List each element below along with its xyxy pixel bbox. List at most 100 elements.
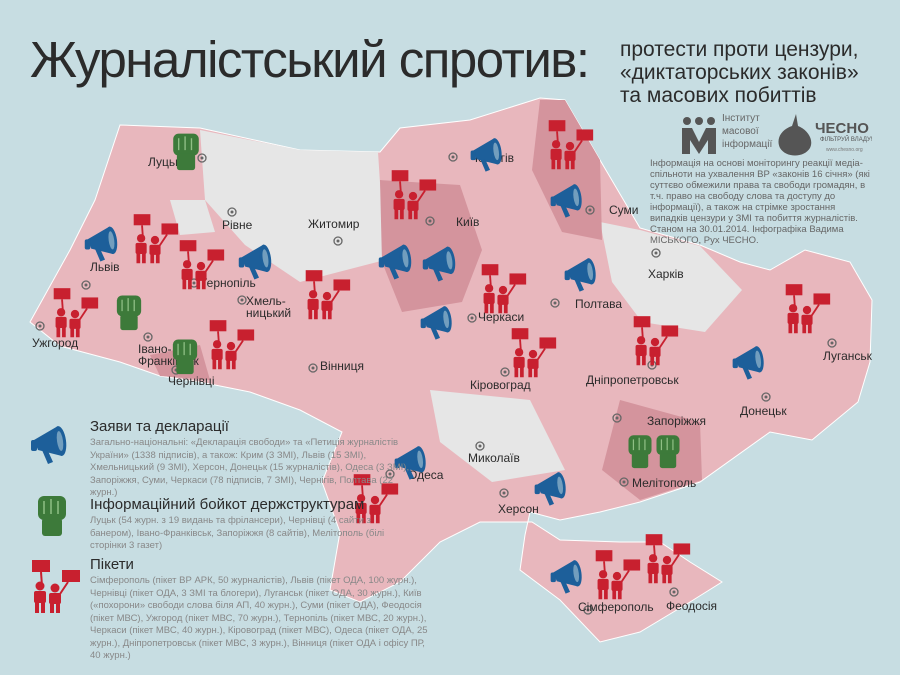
- city-dot-icon: [425, 216, 435, 226]
- city-label: Луганськ: [823, 349, 873, 363]
- chesno-url: www.chesno.org: [826, 147, 863, 153]
- city-dot-center: [553, 301, 557, 305]
- legend-title: Заяви та декларації: [90, 418, 229, 435]
- city-dot-icon: [237, 295, 247, 305]
- city-label: Луцьк: [148, 155, 181, 169]
- city-dot-center: [502, 491, 506, 495]
- city-label: Дніпропетровськ: [586, 373, 679, 387]
- legend-boycott: Інформаційний бойкот держструктурам Луць…: [90, 496, 410, 553]
- city-dot-icon: [669, 587, 679, 597]
- imi-line: інформації: [722, 139, 773, 150]
- fist-icon: [628, 435, 651, 468]
- city-label: Суми: [609, 203, 638, 217]
- city-marker: Одеса: [385, 468, 444, 482]
- city-label: Вінниця: [320, 359, 364, 373]
- fist-icon: [173, 339, 197, 374]
- city-dot-icon: [550, 298, 560, 308]
- city-dot-center: [764, 395, 768, 399]
- subtitle-line: «диктаторських законів»: [620, 61, 859, 84]
- city-marker: Мелітополь: [619, 476, 696, 490]
- city-marker: Сімферополь: [578, 600, 654, 615]
- city-label: Мелітополь: [632, 476, 696, 490]
- city-dot-icon: [81, 280, 91, 290]
- city-dot-icon: [143, 332, 153, 342]
- city-label: Харків: [648, 267, 684, 281]
- city-dot-center: [336, 239, 340, 243]
- city-dot-center: [586, 608, 590, 612]
- city-dot-icon: [333, 236, 343, 246]
- subtitle-line: та масових побиттів: [620, 84, 817, 107]
- city-dot-center: [503, 370, 507, 374]
- chesno-slogan: ФІЛЬТРУЙ ВЛАДУ!: [820, 137, 873, 143]
- city-dot-center: [830, 341, 834, 345]
- city-label: Черкаси: [478, 310, 524, 324]
- city-label: Сімферополь: [578, 600, 654, 614]
- city-dot-center: [588, 208, 592, 212]
- imi-name: Інститут масової інформації: [722, 112, 772, 151]
- city-marker: Миколаїв: [468, 441, 520, 465]
- city-marker: Львів: [81, 260, 120, 290]
- city-dot-center: [38, 324, 42, 328]
- city-label: Кіровоград: [470, 378, 531, 392]
- city-label: Одеса: [408, 468, 444, 482]
- city-label: Ужгород: [32, 336, 78, 350]
- chesno-logo-text: ЧЕСНО: [815, 120, 869, 137]
- city-dot-center: [451, 155, 455, 159]
- city-marker: Луцьк: [148, 153, 207, 169]
- legend-text: Сімферополь (пікет ВР АРК, 50 журналісті…: [90, 575, 428, 661]
- legend-text: Загально-національні: «Декларація свобод…: [90, 437, 410, 498]
- city-dot-center: [478, 444, 482, 448]
- city-dot-center: [230, 210, 234, 214]
- megaphone-icon: [28, 418, 78, 468]
- city-marker: Вінниця: [308, 359, 364, 373]
- fist-icon: [173, 134, 199, 171]
- city-label: Донецьк: [740, 404, 787, 418]
- city-label: Миколаїв: [468, 451, 520, 465]
- city-dot-icon: [619, 477, 629, 487]
- city-marker: Кіровоград: [470, 367, 531, 392]
- city-marker: Чернівці: [168, 365, 215, 388]
- city-label: Чернівці: [168, 374, 215, 388]
- info-text: Інформація на основі моніторингу реакції…: [650, 158, 870, 246]
- city-marker: Донецьк: [740, 392, 787, 418]
- city-dot-center: [311, 366, 315, 370]
- city-dot-center: [672, 590, 676, 594]
- city-dot-icon: [583, 605, 593, 615]
- fist-icon: [32, 492, 72, 538]
- city-dot-center: [615, 416, 619, 420]
- city-dot-center: [470, 316, 474, 320]
- city-marker: Запоріжжя: [612, 413, 706, 428]
- city-label: Феодосія: [666, 599, 717, 613]
- city-dot-icon: [499, 488, 509, 498]
- city-label: Тернопіль: [200, 276, 256, 290]
- city-dot-icon: [585, 205, 595, 215]
- city-dot-icon: [467, 313, 477, 323]
- city-dot-icon: [500, 367, 510, 377]
- imi-line: Інститут: [722, 113, 760, 124]
- city-marker: Феодосія: [666, 587, 717, 613]
- city-label: Херсон: [498, 502, 539, 516]
- city-dot-center: [192, 281, 196, 285]
- city-label: Київ: [456, 215, 479, 229]
- city-marker: Херсон: [498, 488, 539, 516]
- city-label: Львів: [90, 260, 120, 274]
- city-label: Хмель-ницький: [246, 294, 291, 320]
- fist-icon: [117, 295, 141, 330]
- legend-statements: Заяви та декларації Загально-національні…: [90, 418, 410, 500]
- page-title: Журналістський спротив:: [30, 31, 590, 88]
- city-dot-icon: [448, 152, 458, 162]
- city-marker: Хмель-ницький: [237, 294, 291, 320]
- city-dot-icon: [761, 392, 771, 402]
- garlic-logo-icon: [778, 114, 812, 156]
- city-marker: Ужгород: [32, 321, 78, 350]
- city-marker: Луганськ: [823, 338, 873, 363]
- city-label: Полтава: [575, 297, 622, 311]
- city-marker: Рівне: [222, 207, 253, 232]
- city-dot-icon: [227, 207, 237, 217]
- city-marker: Харків: [648, 248, 684, 281]
- legend-text: Луцьк (54 журн. з 19 видань та фрілансер…: [90, 515, 385, 551]
- city-dot-icon: [308, 363, 318, 373]
- city-dot-center: [84, 283, 88, 287]
- legend-title: Пікети: [90, 556, 134, 573]
- city-marker: Полтава: [550, 297, 622, 311]
